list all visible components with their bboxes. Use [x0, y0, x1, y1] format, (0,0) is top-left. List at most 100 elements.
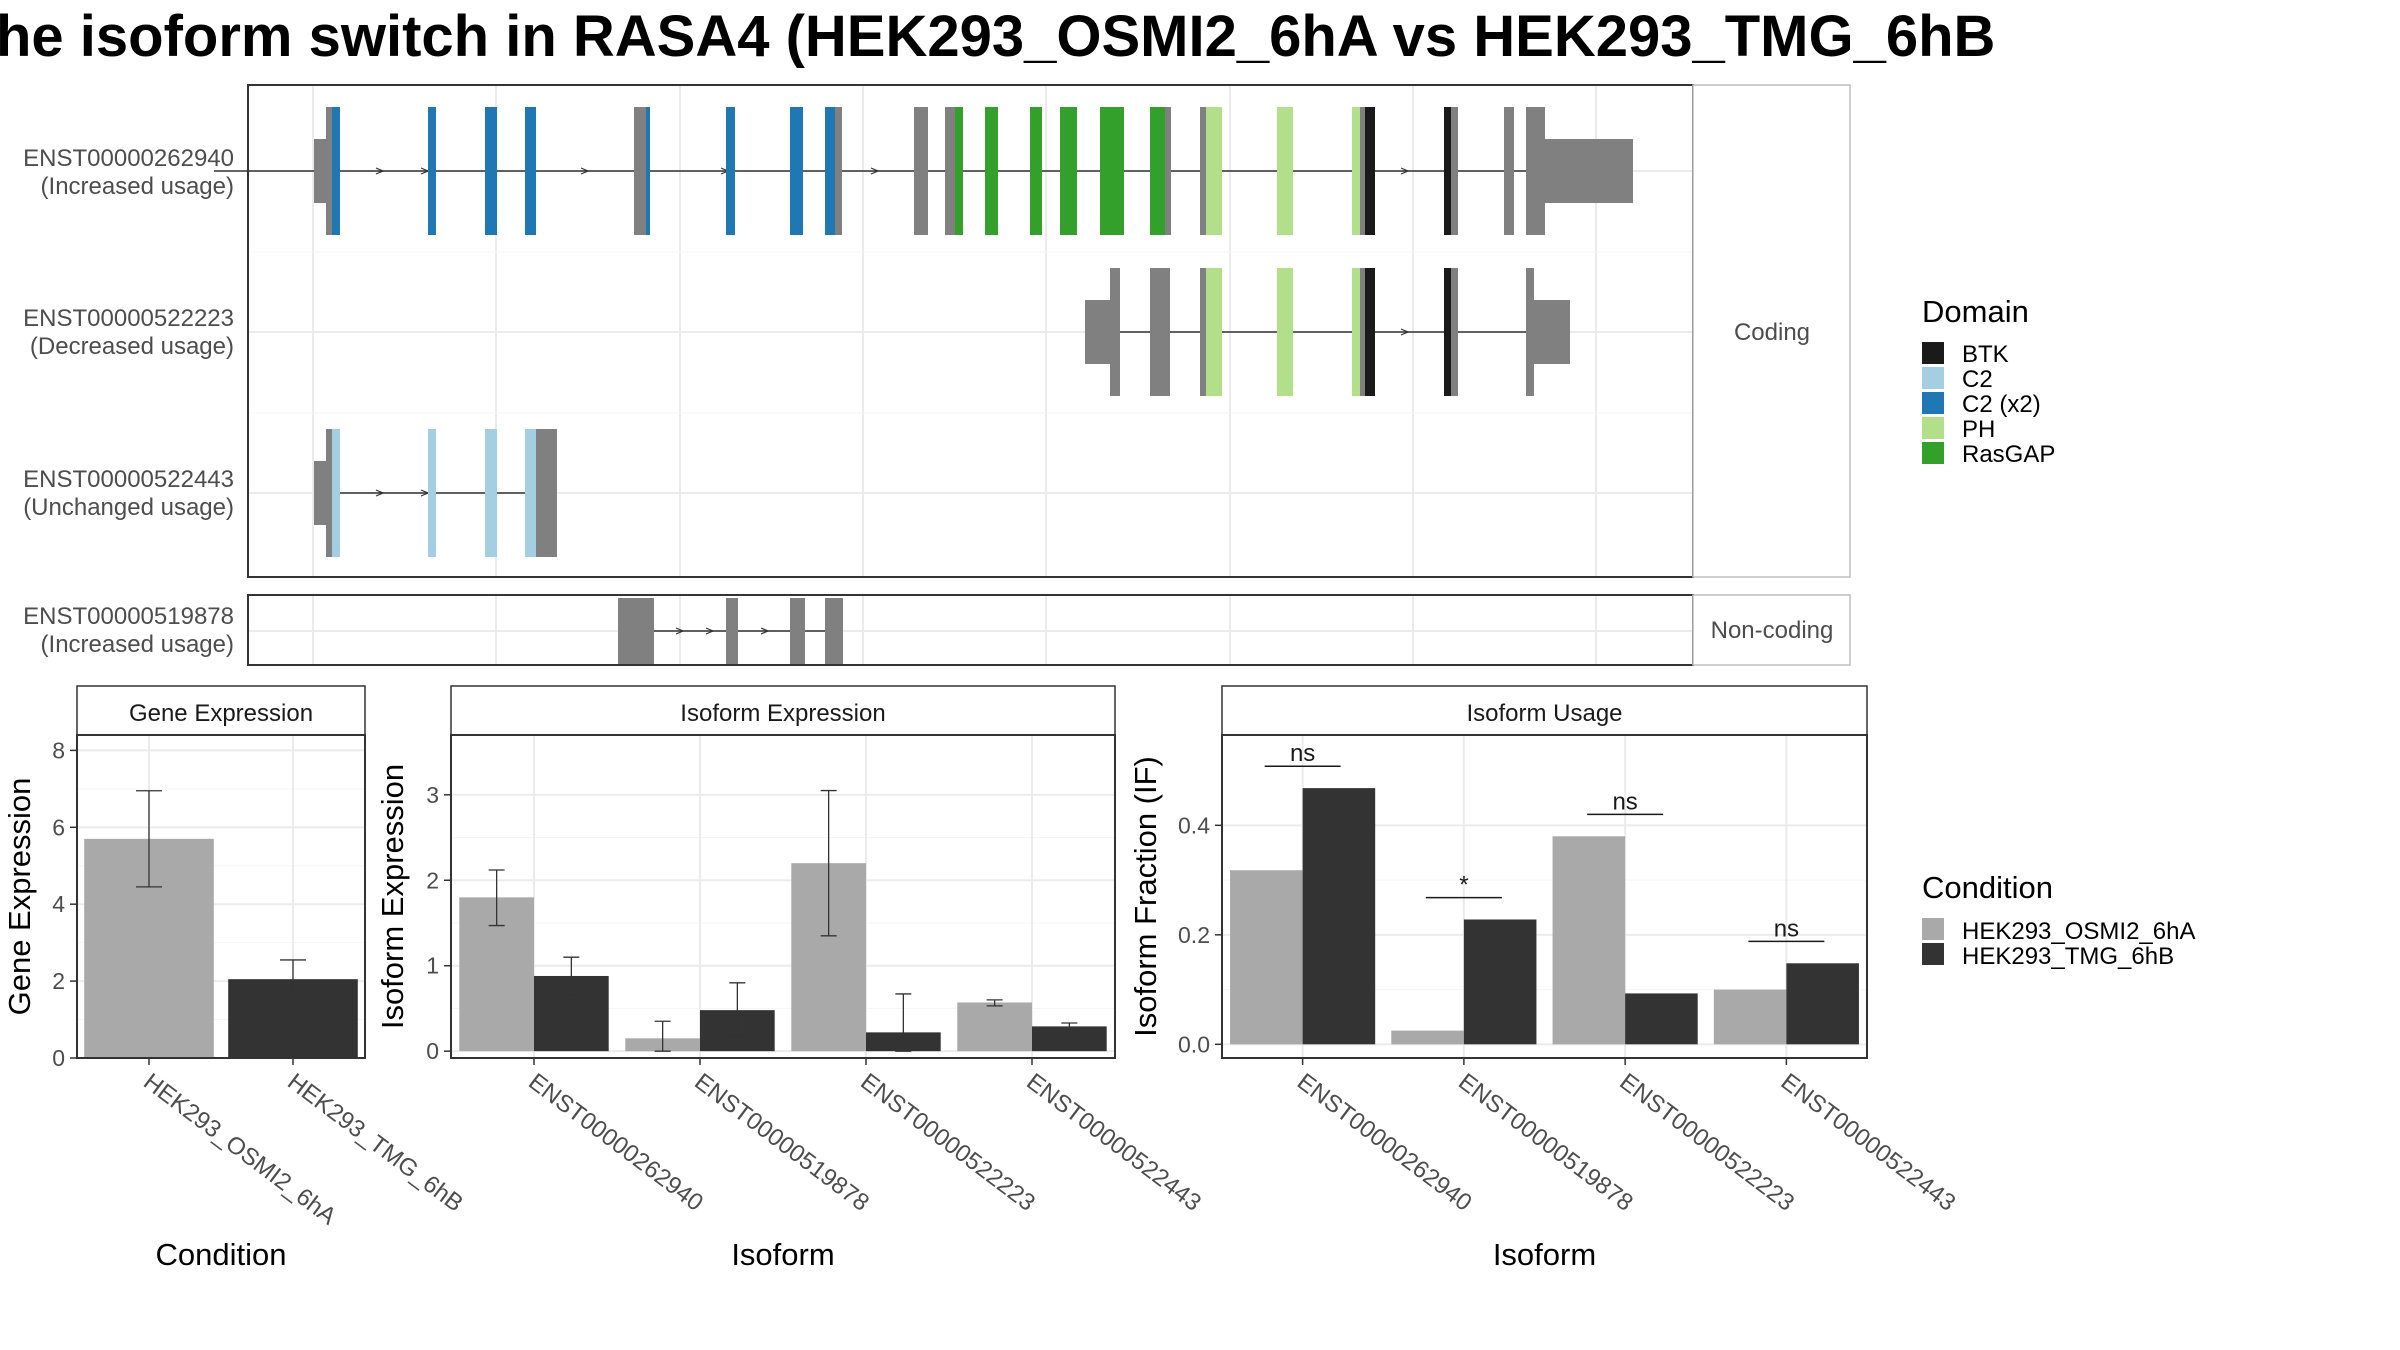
facet-strip	[1221, 685, 1868, 736]
exon-block	[1365, 268, 1375, 396]
domain-legend: Domain BTK C2 C2 (x2) PH RasGAP	[1922, 294, 2055, 468]
bar-HEK293_OSMI2_6hA	[957, 1002, 1032, 1052]
x-tick-label: ENST00000522223	[855, 1068, 1040, 1216]
exon-block	[646, 107, 650, 235]
exon-block	[1206, 107, 1222, 235]
legend-key-tmg	[1922, 943, 1944, 965]
exon-block	[1526, 268, 1534, 396]
plot-border	[76, 734, 366, 1059]
legend-key-btk	[1922, 342, 1944, 364]
facet-label-coding: Coding	[1734, 319, 1810, 346]
isoform-expression-chart: Isoform Expression0123ENST00000262940ENS…	[375, 685, 1206, 1272]
x-axis-title: Isoform	[731, 1237, 834, 1272]
exon-block	[1360, 107, 1365, 235]
exon-block	[1206, 268, 1222, 396]
exon-block	[1451, 268, 1458, 396]
exon-block	[945, 107, 955, 235]
strand-arrow	[870, 167, 880, 175]
exon-block	[1150, 268, 1170, 396]
facet-strip	[76, 685, 366, 736]
exon-block	[1444, 107, 1451, 235]
transcript-id: ENST00000522443	[23, 466, 234, 493]
plot-border	[1221, 734, 1868, 1059]
exon-block	[790, 107, 803, 235]
y-tick-label: 0.2	[1178, 922, 1210, 948]
exon-block	[1504, 107, 1514, 235]
figure-title: he isoform switch in RASA4 (HEK293_OSMI2…	[0, 4, 1995, 69]
x-tick-label: ENST00000522443	[1776, 1068, 1961, 1216]
exon-block	[726, 598, 738, 664]
exon-block	[1352, 107, 1360, 235]
legend-label-rasgap: RasGAP	[1962, 441, 2055, 468]
exon-block	[542, 429, 557, 557]
transcript-id: ENST00000522223	[23, 305, 234, 332]
strand-arrow	[580, 167, 590, 175]
exon-block	[536, 429, 542, 557]
plot-border	[450, 734, 1116, 1059]
exon-block	[1277, 268, 1293, 396]
exon-block	[1100, 107, 1124, 235]
bar-HEK293_TMG_6hB	[1032, 1026, 1107, 1052]
strand-arrow	[1400, 328, 1410, 336]
exon-block	[1444, 268, 1451, 396]
transcript-id: ENST00000519878	[23, 603, 234, 630]
exon-block	[1150, 107, 1165, 235]
exon-block	[618, 598, 654, 664]
significance-label: ns	[1774, 915, 1799, 942]
legend-key-ph	[1922, 417, 1944, 439]
strand-arrow	[375, 489, 385, 497]
exon-block	[1060, 107, 1077, 235]
x-tick-label: ENST00000519878	[1453, 1068, 1638, 1216]
bar-HEK293_OSMI2_6hA	[1391, 1030, 1464, 1045]
exon-block	[790, 598, 805, 664]
transcript-id: ENST00000262940	[23, 145, 234, 172]
significance-label: ns	[1612, 788, 1637, 815]
exon-block	[326, 429, 332, 557]
legend-label-ph: PH	[1962, 416, 1995, 443]
exon-block	[825, 598, 843, 664]
y-tick-label: 0	[426, 1038, 439, 1064]
exon-block	[332, 107, 340, 235]
y-tick-label: 3	[426, 782, 439, 808]
exon-block	[428, 429, 436, 557]
y-tick-label: 0.0	[1178, 1031, 1210, 1057]
exon-block	[1165, 107, 1171, 235]
exon-block	[634, 107, 646, 235]
legend-label-btk: BTK	[1962, 341, 2009, 368]
y-axis-title: Isoform Fraction (IF)	[1128, 756, 1163, 1037]
exon-block	[825, 107, 835, 235]
legend-label-c2x2: C2 (x2)	[1962, 391, 2041, 418]
strand-arrow	[1400, 167, 1410, 175]
y-tick-label: 2	[52, 968, 65, 994]
exon-block	[914, 107, 928, 235]
exon-block	[525, 107, 536, 235]
transcript-usage: (Decreased usage)	[30, 333, 234, 360]
chart-title: Gene Expression	[129, 700, 313, 727]
x-tick-label: ENST00000519878	[689, 1068, 874, 1216]
x-tick-label: ENST00000262940	[523, 1068, 708, 1216]
y-tick-label: 8	[52, 737, 65, 763]
significance-label: ns	[1290, 740, 1315, 767]
bar-HEK293_TMG_6hB	[1625, 993, 1698, 1045]
exon-block	[1277, 107, 1293, 235]
y-tick-label: 0.4	[1178, 812, 1210, 838]
legend-key-c2x2	[1922, 392, 1944, 414]
strand-arrow	[375, 167, 385, 175]
y-tick-label: 0	[52, 1045, 65, 1071]
exon-block	[332, 429, 340, 557]
legend-key-rasgap	[1922, 442, 1944, 464]
exon-block	[1200, 107, 1206, 235]
y-axis-title: Isoform Expression	[375, 764, 410, 1029]
exon-block	[326, 107, 332, 235]
legend-label-tmg: HEK293_TMG_6hB	[1962, 943, 2174, 970]
exon-block	[485, 107, 497, 235]
coding-structure-panel: Coding	[214, 84, 1851, 578]
x-tick-label: ENST00000262940	[1292, 1068, 1477, 1216]
exon-block	[1534, 300, 1570, 364]
exon-block	[955, 107, 963, 235]
strand-arrow	[675, 627, 685, 635]
exon-block	[485, 429, 497, 557]
exon-block	[314, 139, 326, 203]
facet-strip-noncoding	[1692, 594, 1851, 666]
exon-block	[1360, 268, 1365, 396]
